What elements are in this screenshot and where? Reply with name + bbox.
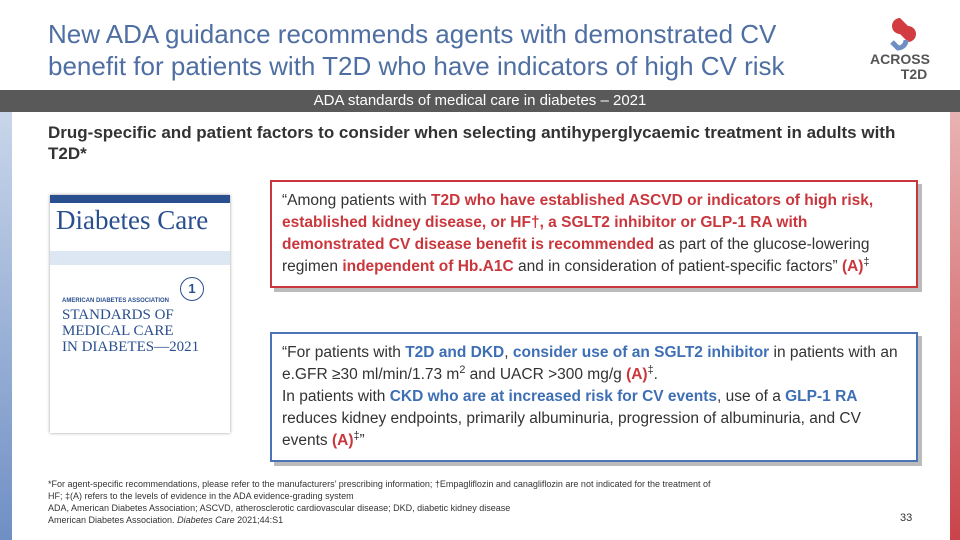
text-run: American Diabetes Association.	[48, 515, 178, 525]
logo-text: ACROSS	[870, 51, 930, 67]
text-run: consider use of an SGLT2 inhibitor	[512, 344, 770, 361]
title-line: benefit for patients with T2D who have i…	[48, 51, 785, 81]
cover-title-line: IN DIABETES—2021	[62, 339, 200, 355]
text-run: ‡	[863, 255, 870, 268]
logo-text: T2D	[901, 66, 927, 82]
heading: Drug-specific and patient factors to con…	[48, 123, 896, 163]
text-run: ADA, American Diabetes Association; ASCV…	[48, 503, 511, 513]
text-run: CKD who are at increased risk for CV eve…	[389, 388, 718, 405]
slide-title: New ADA guidance recommends agents with …	[48, 18, 785, 82]
text-run: 2021;44:S1	[234, 515, 284, 525]
text-run: ,	[504, 344, 513, 361]
page-number: 33	[900, 512, 913, 524]
text-run: and in consideration of patient-specific…	[513, 258, 842, 275]
banner: ADA standards of medical care in diabete…	[0, 90, 960, 112]
text-run: in patients with an e.GFR ≥30 ml/min/1.7…	[282, 344, 898, 383]
quote-box: “Among patients with T2D who have establ…	[270, 180, 918, 288]
text-run: , use of a	[717, 388, 786, 405]
text-run: 2	[459, 363, 466, 376]
footnotes: *For agent-specific recommendations, ple…	[48, 478, 848, 526]
text-run: .	[653, 366, 658, 383]
text-run: ‡	[353, 429, 360, 442]
text-run: T2D and DKD	[405, 344, 505, 361]
journal-cover: Diabetes Care 1 AMERICAN DIABETES ASSOCI…	[50, 195, 230, 433]
text-run: “For patients with	[282, 344, 406, 361]
logo-mark	[892, 18, 916, 42]
side-stripe	[0, 112, 12, 540]
cover-title-line: STANDARDS OF	[62, 307, 174, 323]
text-run: “Among patients with	[282, 192, 432, 209]
logo: ACROSS T2D	[870, 18, 930, 82]
text-run: ‡	[647, 363, 654, 376]
title-line: New ADA guidance recommends agents with …	[48, 19, 777, 49]
paragraph: *For agent-specific recommendations, ple…	[48, 478, 848, 490]
cover-band	[50, 251, 230, 265]
text-run: reduces kidney endpoints, primarily albu…	[282, 410, 861, 449]
paragraph: “Among patients with T2D who have establ…	[282, 190, 906, 278]
text-run: as part of the glucose-lowering regimen	[282, 236, 870, 275]
text-run: (A)	[841, 258, 864, 275]
text-run: In patients with	[282, 388, 390, 405]
text-run: independent of Hb.A1C	[342, 258, 514, 275]
text-run: GLP-1 RA	[785, 388, 858, 405]
text-run: and UACR >300 mg/g	[465, 366, 627, 383]
text-run: *For agent-specific recommendations, ple…	[48, 479, 711, 489]
cover-journal: Diabetes Care	[56, 205, 209, 235]
cover-band	[50, 195, 230, 203]
text-run: Diabetes Care	[177, 515, 235, 525]
paragraph: HF; ‡(A) refers to the levels of evidenc…	[48, 490, 848, 502]
cover-title-line: MEDICAL CARE	[62, 323, 174, 339]
text-run: ”	[359, 432, 365, 449]
paragraph: “For patients with T2D and DKD, consider…	[282, 342, 906, 386]
cover-title: STANDARDS OF MEDICAL CARE IN DIABETES—20…	[62, 307, 199, 355]
text-run: HF; ‡(A) refers to the levels of evidenc…	[48, 491, 354, 501]
logo-mark	[890, 39, 909, 51]
paragraph: ADA, American Diabetes Association; ASCV…	[48, 502, 848, 514]
cover-org: AMERICAN DIABETES ASSOCIATION	[62, 298, 170, 304]
paragraph: In patients with CKD who are at increase…	[282, 386, 906, 452]
text-run: T2D who have established ASCVD or indica…	[282, 192, 874, 253]
paragraph: American Diabetes Association. Diabetes …	[48, 514, 848, 526]
text-run: (A)	[331, 432, 354, 449]
side-stripe	[950, 112, 960, 540]
text-run: (A)	[626, 366, 648, 383]
quote-box: “For patients with T2D and DKD, consider…	[270, 332, 918, 462]
cover-number: 1	[180, 277, 204, 301]
